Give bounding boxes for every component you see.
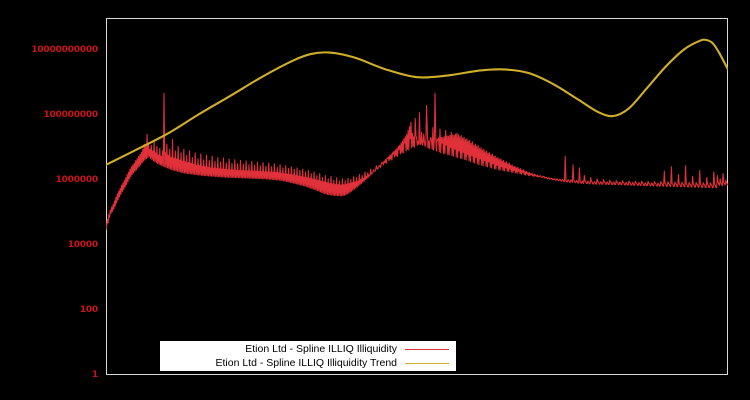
- y-axis-tick-10000000000: 10000000000: [31, 45, 98, 56]
- legend-swatch-series-icon: [405, 348, 449, 350]
- chart-series-layer: [106, 38, 728, 231]
- y-axis-tick-1000000: 1000000: [55, 175, 99, 186]
- legend-item-trend[interactable]: Etion Ltd - Spline ILLIQ Illiquidity Tre…: [161, 356, 455, 370]
- y-axis-tick-100: 100: [79, 305, 98, 316]
- illiquidity-trend-line: [106, 38, 728, 166]
- illiquidity-series-line: [106, 92, 728, 231]
- legend-item-series[interactable]: Etion Ltd - Spline ILLIQ Illiquidity: [161, 342, 455, 356]
- y-axis-tick-100000000: 100000000: [43, 110, 98, 121]
- y-axis-tick-10000: 10000: [67, 240, 99, 251]
- y-axis-tick-1: 1: [91, 370, 98, 380]
- legend-label-series: Etion Ltd - Spline ILLIQ Illiquidity: [245, 343, 397, 355]
- y-axis-tick-labels: 10000000000 100000000 1000000 10000 100 1: [0, 0, 106, 400]
- legend-swatch-trend-icon: [405, 362, 449, 364]
- chart-legend: Etion Ltd - Spline ILLIQ Illiquidity Eti…: [160, 341, 456, 371]
- legend-label-trend: Etion Ltd - Spline ILLIQ Illiquidity Tre…: [215, 357, 397, 369]
